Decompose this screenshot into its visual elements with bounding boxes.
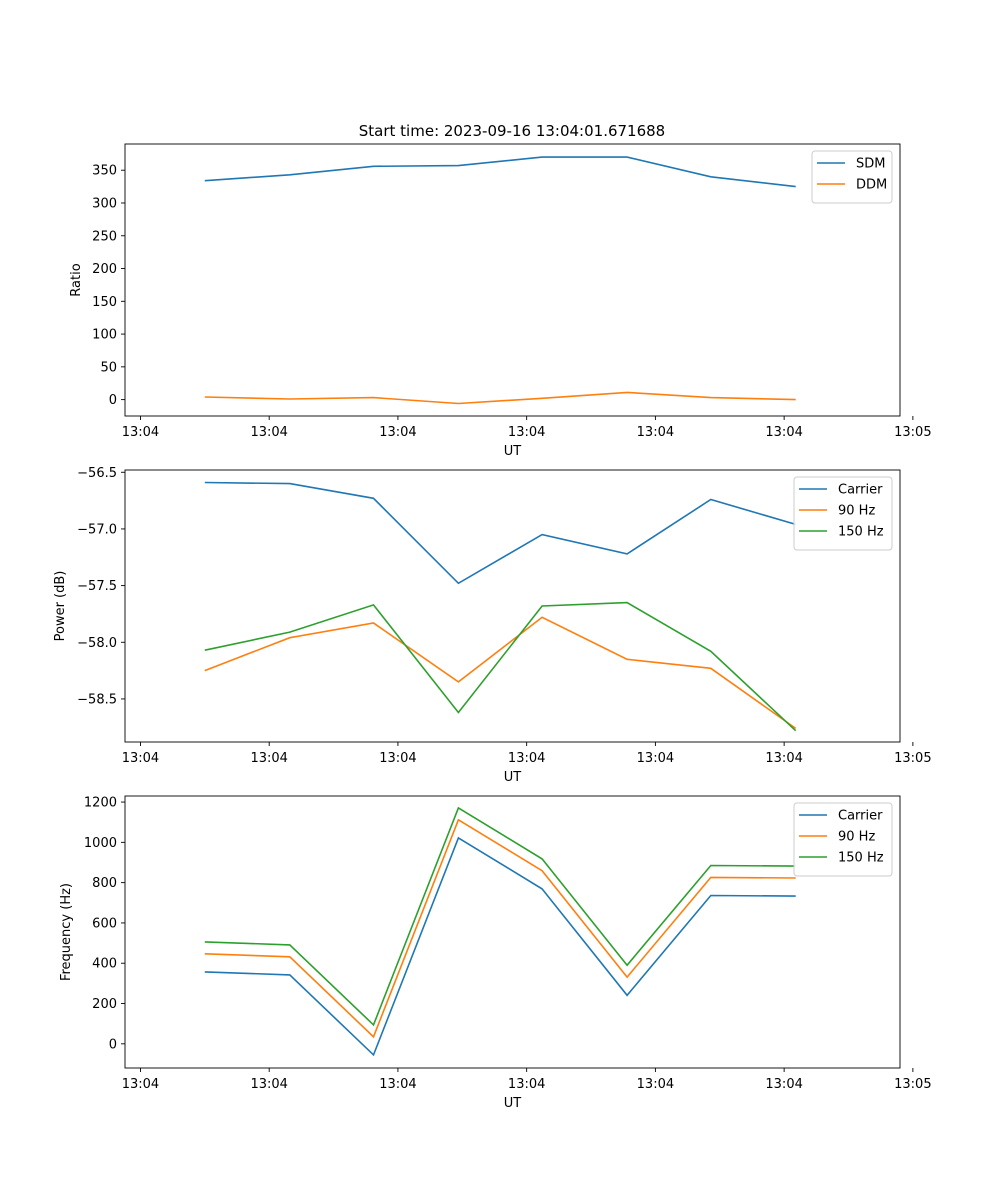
y-axis-label: Frequency (Hz): [59, 883, 74, 981]
axes-frame: [124, 469, 901, 743]
x-tick-label: 13:04: [122, 1077, 159, 1092]
x-tick-label: 13:05: [894, 1077, 931, 1092]
series-line-150-hz: [204, 601, 797, 732]
y-tick-label: −58.0: [77, 636, 117, 651]
y-tick-label: 200: [92, 262, 117, 277]
series-line-carrier: [204, 836, 796, 1057]
series-line-sdm: [204, 156, 796, 188]
y-axis-label: Power (dB): [53, 571, 68, 642]
x-tick-label: 13:04: [637, 751, 674, 766]
x-tick-label: 13:04: [508, 751, 545, 766]
x-tick-label: 13:04: [765, 1077, 802, 1092]
y-tick-label: 0: [109, 1037, 117, 1052]
y-tick-label: 400: [92, 957, 117, 972]
x-axis-label: UT: [504, 1096, 522, 1111]
x-tick-label: 13:04: [765, 751, 802, 766]
legend-label: DDM: [856, 178, 887, 193]
legend-label: SDM: [856, 157, 885, 172]
y-tick-label: 600: [92, 916, 117, 931]
series-line-ddm: [204, 391, 796, 405]
y-tick-label: 800: [92, 876, 117, 891]
x-tick-label: 13:04: [379, 1077, 416, 1092]
legend-label: 150 Hz: [838, 851, 884, 866]
y-tick-label: −56.5: [77, 466, 117, 481]
x-tick-label: 13:04: [250, 751, 287, 766]
legend: Carrier 90 Hz 150 Hz: [793, 476, 893, 551]
series-line-carrier: [204, 481, 796, 585]
x-tick-label: 13:04: [250, 1077, 287, 1092]
x-tick-label: 13:04: [122, 751, 159, 766]
series-line-150-hz: [204, 806, 796, 1027]
y-tick-label: 250: [92, 229, 117, 244]
x-tick-label: 13:04: [379, 425, 416, 440]
y-tick-label: −58.5: [77, 692, 117, 707]
x-tick-label: 13:05: [894, 425, 931, 440]
legend-label: 150 Hz: [838, 525, 884, 540]
y-tick-label: 50: [100, 360, 117, 375]
x-tick-label: 13:04: [508, 1077, 545, 1092]
plots-container: 13:04 13:04 13:04 13:04 13:04 13:04 13:05 0 50 10…: [53, 143, 932, 1111]
legend-label: 90 Hz: [838, 504, 875, 519]
legend: Carrier 90 Hz 150 Hz: [793, 802, 893, 877]
axes-frame: [124, 795, 901, 1069]
chart-panel-2: 13:04 13:04 13:04 13:04 13:04 13:04 13:05 −56.5…: [53, 466, 932, 785]
y-tick-label: −57.5: [77, 579, 117, 594]
y-tick-label: 1000: [84, 836, 117, 851]
legend-label: 90 Hz: [838, 830, 875, 845]
x-tick-label: 13:04: [122, 425, 159, 440]
x-tick-label: 13:04: [765, 425, 802, 440]
legend-label: Carrier: [838, 483, 883, 498]
y-tick-label: 350: [92, 164, 117, 179]
x-tick-label: 13:04: [379, 751, 416, 766]
x-axis-label: UT: [504, 444, 522, 459]
series-line-90-hz: [204, 818, 796, 1039]
figure-title: Start time: 2023-09-16 13:04:01.671688: [359, 122, 665, 140]
chart-panel-3: 13:04 13:04 13:04 13:04 13:04 13:04 13:05 0 200 4…: [59, 796, 932, 1111]
x-tick-label: 13:04: [250, 425, 287, 440]
x-tick-label: 13:04: [637, 1077, 674, 1092]
y-tick-label: 300: [92, 196, 117, 211]
y-tick-label: −57.0: [77, 522, 117, 537]
chart-panel-1: 13:04 13:04 13:04 13:04 13:04 13:04 13:05 0 50 10…: [69, 143, 932, 459]
legend-label: Carrier: [838, 809, 883, 824]
x-tick-label: 13:05: [894, 751, 931, 766]
legend: SDM DDM: [811, 150, 893, 204]
x-tick-label: 13:04: [508, 425, 545, 440]
y-tick-label: 200: [92, 997, 117, 1012]
legend-box: [811, 150, 893, 204]
x-tick-label: 13:04: [637, 425, 674, 440]
y-tick-label: 0: [109, 393, 117, 408]
y-tick-label: 150: [92, 295, 117, 310]
axes-frame: [124, 143, 901, 417]
y-tick-label: 1200: [84, 796, 117, 811]
y-axis-label: Ratio: [69, 263, 84, 296]
series-line-90-hz: [204, 616, 797, 730]
y-tick-label: 100: [92, 328, 117, 343]
x-axis-label: UT: [504, 770, 522, 785]
